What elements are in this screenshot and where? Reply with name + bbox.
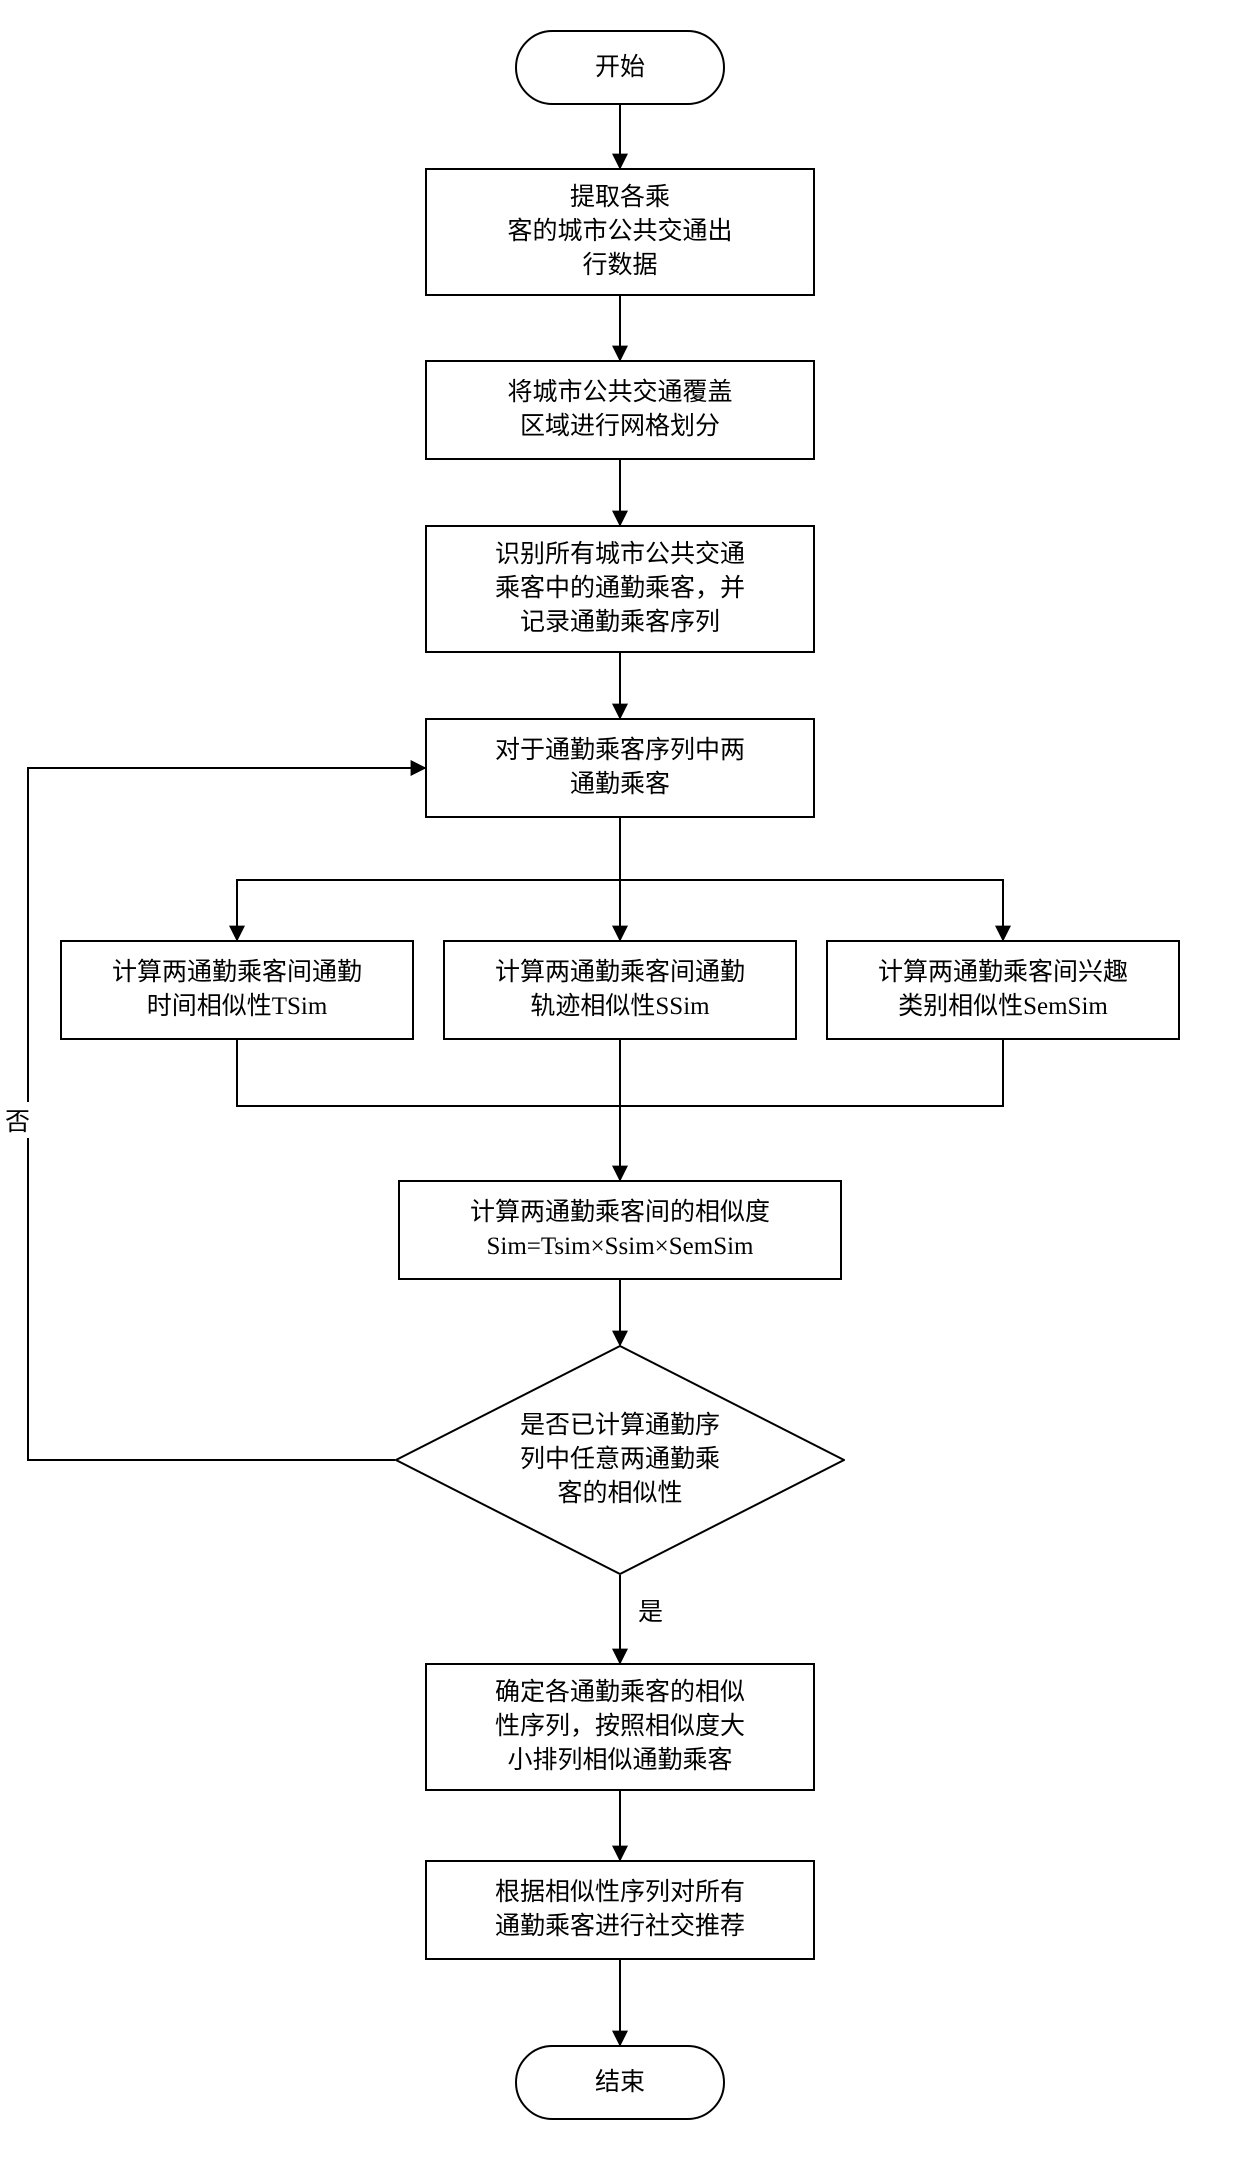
node-label: 计算两通勤乘客间兴趣类别相似性SemSim bbox=[878, 956, 1128, 1024]
node-label: 对于通勤乘客序列中两通勤乘客 bbox=[495, 734, 745, 802]
terminator-node: 开始 bbox=[515, 30, 725, 105]
decision-node: 是否已计算通勤序列中任意两通勤乘客的相似性 bbox=[395, 1345, 845, 1575]
process-node: 识别所有城市公共交通乘客中的通勤乘客，并记录通勤乘客序列 bbox=[425, 525, 815, 653]
edge bbox=[237, 1040, 620, 1106]
process-node: 提取各乘客的城市公共交通出行数据 bbox=[425, 168, 815, 296]
flowchart-canvas: 开始提取各乘客的城市公共交通出行数据将城市公共交通覆盖区域进行网格划分识别所有城… bbox=[0, 0, 1240, 2172]
process-node: 计算两通勤乘客间通勤轨迹相似性SSim bbox=[443, 940, 797, 1040]
process-node: 确定各通勤乘客的相似性序列，按照相似度大小排列相似通勤乘客 bbox=[425, 1663, 815, 1791]
process-node: 计算两通勤乘客间的相似度Sim=Tsim×Ssim×SemSim bbox=[398, 1180, 842, 1280]
node-label: 开始 bbox=[595, 51, 645, 85]
edge-label: 否 bbox=[3, 1102, 32, 1138]
node-label: 提取各乘客的城市公共交通出行数据 bbox=[507, 181, 732, 282]
process-node: 计算两通勤乘客间兴趣类别相似性SemSim bbox=[826, 940, 1180, 1040]
process-node: 计算两通勤乘客间通勤时间相似性TSim bbox=[60, 940, 414, 1040]
node-label: 结束 bbox=[595, 2066, 645, 2100]
node-label: 识别所有城市公共交通乘客中的通勤乘客，并记录通勤乘客序列 bbox=[495, 538, 745, 639]
edge bbox=[28, 768, 425, 1460]
edge-label: 是 bbox=[636, 1592, 665, 1628]
edge bbox=[620, 880, 1003, 940]
node-label: 计算两通勤乘客间通勤轨迹相似性SSim bbox=[495, 956, 745, 1024]
node-label: 是否已计算通勤序列中任意两通勤乘客的相似性 bbox=[395, 1345, 845, 1575]
node-label: 计算两通勤乘客间的相似度Sim=Tsim×Ssim×SemSim bbox=[470, 1196, 770, 1264]
terminator-node: 结束 bbox=[515, 2045, 725, 2120]
node-label: 确定各通勤乘客的相似性序列，按照相似度大小排列相似通勤乘客 bbox=[495, 1676, 745, 1777]
edge bbox=[237, 818, 620, 940]
edge bbox=[620, 1040, 1003, 1106]
process-node: 将城市公共交通覆盖区域进行网格划分 bbox=[425, 360, 815, 460]
edges-layer bbox=[0, 0, 1240, 2172]
node-label: 根据相似性序列对所有通勤乘客进行社交推荐 bbox=[495, 1876, 745, 1944]
node-label: 将城市公共交通覆盖区域进行网格划分 bbox=[507, 376, 732, 444]
node-label: 计算两通勤乘客间通勤时间相似性TSim bbox=[112, 956, 362, 1024]
process-node: 对于通勤乘客序列中两通勤乘客 bbox=[425, 718, 815, 818]
process-node: 根据相似性序列对所有通勤乘客进行社交推荐 bbox=[425, 1860, 815, 1960]
